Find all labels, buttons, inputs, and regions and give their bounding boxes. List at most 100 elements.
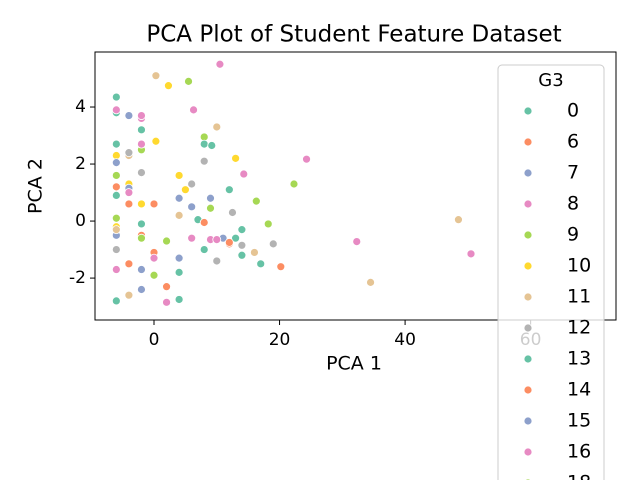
legend-label: 12 [567,317,591,339]
point [231,153,241,163]
point [137,285,146,294]
point [250,248,259,257]
chart-title: PCA Plot of Student Feature Dataset [146,22,561,48]
legend-label: 9 [567,224,579,246]
y-tick-label: -2 [69,268,86,288]
point [162,236,171,246]
legend-label: 0 [567,100,579,122]
legend-label: 8 [567,193,579,215]
point [187,179,197,189]
point [137,139,146,149]
legend-label: 16 [567,441,591,463]
y-tick-label: 4 [75,97,86,117]
point [174,193,184,203]
point [184,76,193,86]
point [149,270,159,280]
legend-box [497,64,605,480]
point [162,282,171,292]
legend-label: 11 [567,286,591,308]
x-axis-label: PCA 1 [326,353,382,375]
point [206,203,215,213]
point [263,219,273,229]
y-tick-label: 0 [75,211,86,231]
point [137,168,146,178]
point [124,290,134,300]
point [174,210,184,220]
point [454,215,463,225]
legend-label: 18 [567,472,591,480]
point [111,225,121,235]
point [366,277,375,287]
point [137,111,146,120]
legend-title: G3 [538,70,563,91]
point [162,297,171,307]
point [212,235,222,245]
point [180,185,190,195]
point [111,191,121,200]
point [256,259,266,269]
point [268,239,278,249]
point [124,148,134,158]
legend-marker [523,199,533,209]
point [207,141,217,150]
point [111,139,121,149]
legend-label: 14 [567,379,591,401]
legend-marker [523,137,533,147]
point [124,259,134,269]
legend-marker [523,106,533,116]
point [137,199,146,209]
point [137,125,146,135]
point [164,81,173,91]
legend-label: 13 [567,348,591,370]
point [174,253,184,263]
point [237,225,247,235]
legend-marker [523,292,533,302]
point [111,213,121,223]
point [199,156,209,166]
point [302,154,311,164]
point [174,295,184,304]
legend-label: 10 [567,255,591,277]
point [137,265,146,274]
point [111,296,121,306]
legend-marker [523,261,533,271]
legend-marker [523,168,533,178]
point [228,208,237,217]
point [111,92,121,102]
point [251,196,261,206]
point [151,71,161,81]
x-tick-label: 0 [149,330,160,350]
point [111,182,121,192]
point [212,122,222,132]
point [137,219,146,229]
legend-marker [523,385,533,395]
point [199,218,209,227]
point [137,233,146,243]
point [466,249,476,259]
point [111,171,121,180]
legend-label: 6 [567,131,579,153]
point [111,245,121,254]
legend-marker [523,416,533,426]
point [187,233,197,243]
legend-label: 15 [567,410,591,432]
point [124,111,134,120]
x-tick-label: 40 [394,330,416,350]
axes-frame [94,51,617,321]
legend-marker [523,230,533,240]
x-tick-label: 20 [269,330,291,350]
point [149,199,159,209]
legend-marker [523,447,533,457]
y-tick-label: 2 [75,154,86,174]
point [239,169,249,179]
point [237,250,247,260]
legend-marker [523,323,533,333]
point [212,256,222,266]
points [111,59,476,307]
point [215,59,225,69]
point [199,139,209,149]
point [151,136,161,146]
point [231,233,241,243]
y-axis-label: PCA 2 [25,158,47,214]
